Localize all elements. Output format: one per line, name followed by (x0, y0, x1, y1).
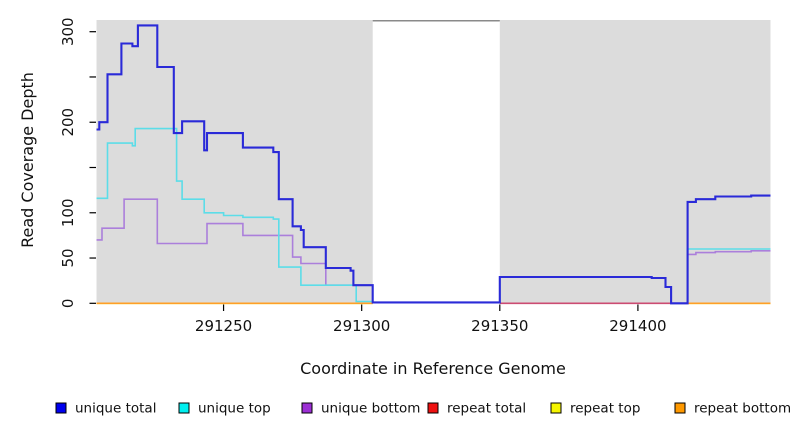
no-data-band-rect (372, 20, 500, 305)
y-tick-label: 100 (59, 198, 77, 227)
legend-item-unique-total: unique total (55, 401, 156, 417)
series-unique_total-line (96, 24, 771, 305)
legend-label: repeat total (447, 401, 526, 417)
legend-item-repeat-total: repeat total (427, 401, 526, 417)
x-axis: 291250 291300 291350 291400 (195, 304, 667, 335)
legend-swatch-repeat-total (427, 402, 439, 414)
legend-swatch-repeat-bottom (674, 402, 686, 414)
no-data-band (372, 19, 500, 305)
legend-swatch-unique-total (55, 402, 67, 414)
y-axis: 0 50 100 200 300 (59, 17, 96, 308)
legend-label: unique bottom (321, 401, 420, 417)
legend-item-unique-bottom: unique bottom (301, 401, 420, 417)
legend-label: unique total (75, 401, 156, 417)
x-tick-label: 291300 (333, 317, 390, 335)
legend-item-repeat-top: repeat top (550, 401, 640, 417)
legend-label: repeat top (570, 401, 640, 417)
x-tick-label: 291350 (471, 317, 528, 335)
legend-item-repeat-bottom: repeat bottom (674, 401, 791, 417)
x-tick-label: 291400 (609, 317, 666, 335)
legend-swatch-repeat-top (550, 402, 562, 414)
y-tick-label: 300 (59, 17, 77, 46)
y-tick-label: 200 (59, 108, 77, 137)
legend: unique total unique top unique bottom repea… (55, 401, 791, 417)
x-tick-label: 291250 (195, 317, 252, 335)
y-axis-title: Read Coverage Depth (18, 72, 37, 248)
legend-item-unique-top: unique top (178, 401, 271, 417)
legend-swatch-unique-top (178, 402, 190, 414)
legend-label: unique top (198, 401, 271, 417)
legend-label: repeat bottom (694, 401, 791, 417)
series-layer (96, 24, 771, 305)
legend-swatch-unique-bottom (301, 402, 313, 414)
x-axis-title: Coordinate in Reference Genome (300, 359, 566, 378)
y-tick-label: 50 (59, 248, 77, 267)
y-tick-label: 0 (59, 299, 77, 309)
